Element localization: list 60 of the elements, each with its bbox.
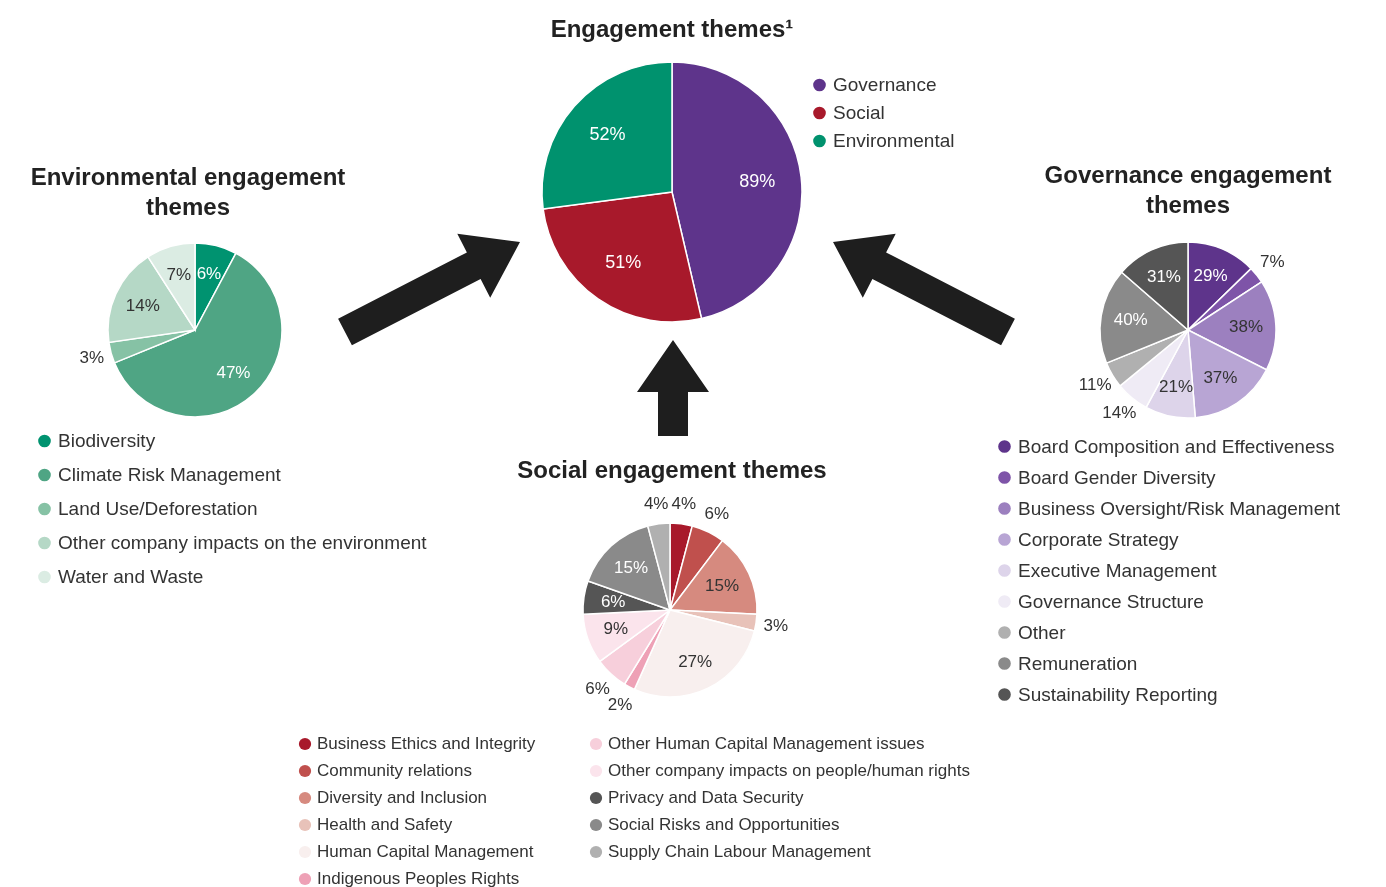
data-label: 6% xyxy=(600,591,626,611)
legend-label: Business Oversight/Risk Management xyxy=(1018,497,1341,519)
data-label: 3% xyxy=(79,348,105,368)
data-label: 31% xyxy=(1146,267,1181,287)
legend-label: Board Gender Diversity xyxy=(1018,466,1216,488)
legend-label: Governance xyxy=(833,74,937,95)
data-label: 15% xyxy=(614,557,649,577)
data-label: 47% xyxy=(216,362,251,382)
data-label: 89% xyxy=(739,171,776,192)
legend-label: Privacy and Data Security xyxy=(608,788,805,807)
data-label: 4% xyxy=(671,493,697,513)
data-label: 2% xyxy=(607,694,633,714)
data-label: 11% xyxy=(1078,375,1112,395)
legend-label: Sustainability Reporting xyxy=(1018,683,1218,705)
chart-title: Social engagement themes xyxy=(516,455,828,485)
data-label: 15% xyxy=(705,575,740,595)
legend-label: Social xyxy=(833,102,885,123)
legend-label: Executive Management xyxy=(1018,559,1218,581)
data-label: 6% xyxy=(585,678,610,698)
legend-label: Corporate Strategy xyxy=(1018,528,1180,550)
legend-label: Community relations xyxy=(317,761,472,780)
legend-label: Human Capital Management xyxy=(317,842,534,861)
legend-label: Health and Safety xyxy=(317,815,453,834)
data-label: 7% xyxy=(1260,252,1285,272)
data-label: 3% xyxy=(763,615,789,635)
legend-label: Remuneration xyxy=(1018,652,1138,674)
legend-label: Governance Structure xyxy=(1018,590,1204,612)
data-label: 6% xyxy=(196,264,222,284)
data-label: 52% xyxy=(589,124,626,145)
chart-title: Environmental engagement themes xyxy=(29,162,347,222)
legend-label: Climate Risk Management xyxy=(58,464,282,485)
data-label: 4% xyxy=(643,493,669,513)
legend-label: Board Composition and Effectiveness xyxy=(1018,435,1335,457)
legend-label: Other Human Capital Management issues xyxy=(608,734,925,753)
chart-title: Governance engagement themes xyxy=(1043,160,1333,220)
legend-label: Supply Chain Labour Management xyxy=(608,842,871,861)
data-label: 37% xyxy=(1203,368,1238,388)
legend-label: Social Risks and Opportunities xyxy=(608,815,840,834)
legend-label: Water and Waste xyxy=(58,566,204,587)
legend-label: Other company impacts on the environment xyxy=(58,532,428,553)
data-label: 9% xyxy=(603,619,629,639)
data-label: 6% xyxy=(704,503,730,523)
chart-title: Engagement themes¹ xyxy=(549,14,795,44)
data-label: 27% xyxy=(678,651,713,671)
data-label: 40% xyxy=(1113,310,1148,330)
data-label: 7% xyxy=(166,264,192,284)
legend-label: Land Use/Deforestation xyxy=(58,498,258,519)
data-label: 14% xyxy=(1102,403,1137,423)
data-label: 38% xyxy=(1228,316,1264,336)
legend-label: Business Ethics and Integrity xyxy=(317,734,536,753)
legend-label: Environmental xyxy=(833,130,955,151)
legend-label: Biodiversity xyxy=(58,430,156,451)
data-label: 51% xyxy=(605,251,642,272)
legend-label: Other company impacts on people/human rights xyxy=(608,761,970,780)
data-label: 21% xyxy=(1159,376,1194,396)
legend-label: Diversity and Inclusion xyxy=(317,788,488,807)
data-label: 29% xyxy=(1193,266,1228,286)
legend-label: Indigenous Peoples Rights xyxy=(317,869,520,887)
legend-label: Other xyxy=(1018,621,1067,643)
data-label: 14% xyxy=(125,296,160,316)
